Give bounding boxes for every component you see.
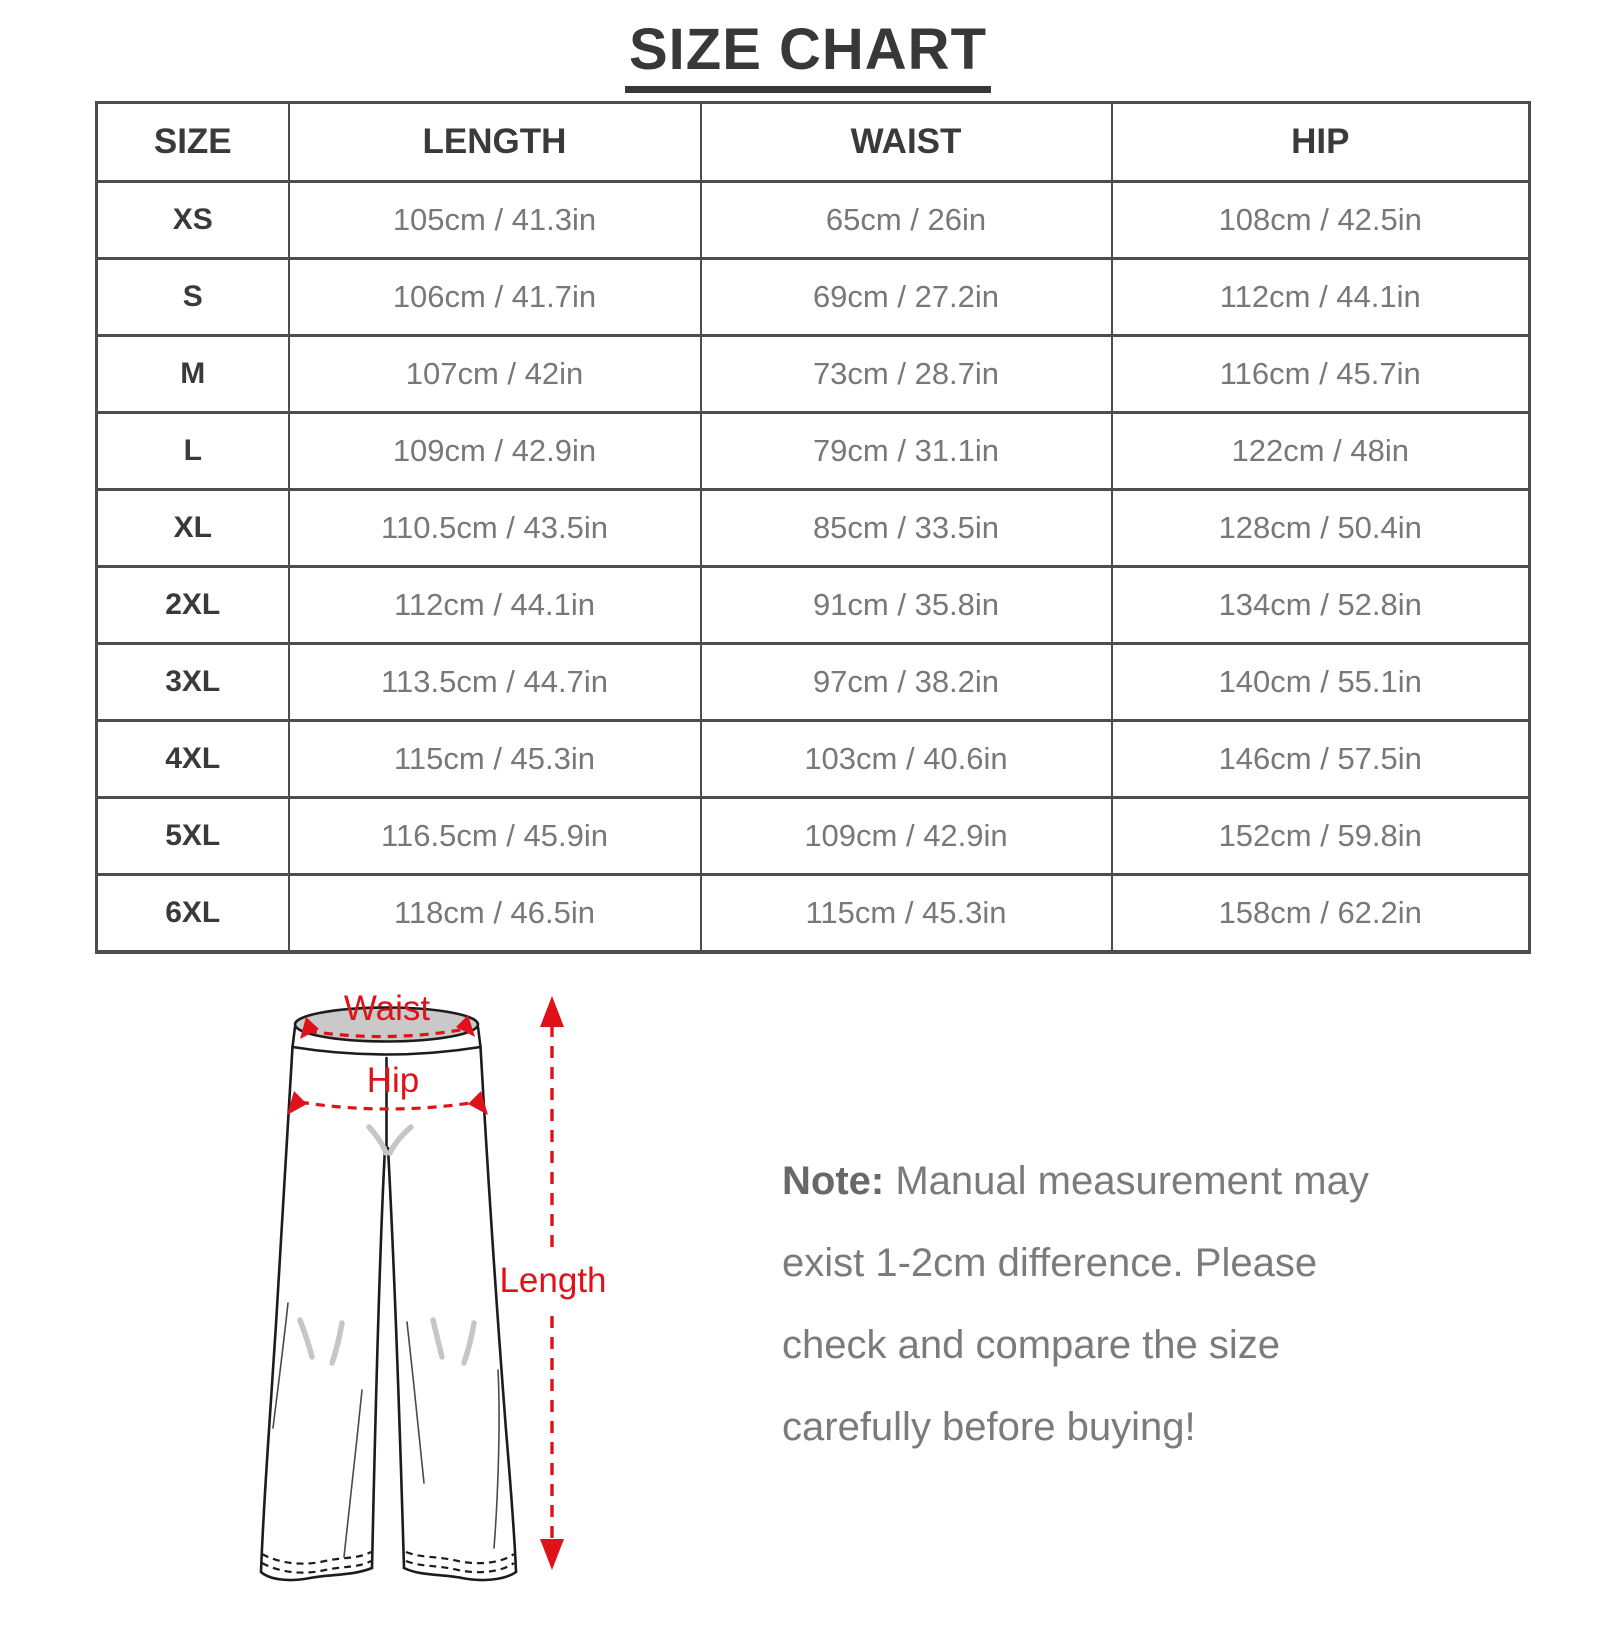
page-header: SIZE CHART xyxy=(0,18,1600,93)
size-chart-table: SIZE LENGTH WAIST HIP XS 105cm / 41.3in … xyxy=(95,101,1531,954)
table-row: 2XL 112cm / 44.1in 91cm / 35.8in 134cm /… xyxy=(95,565,1531,645)
size-cell: 3XL xyxy=(95,642,290,722)
note-text: Note: Manual measurement may exist 1-2cm… xyxy=(782,1140,1422,1468)
note-line-4: carefully before buying! xyxy=(782,1405,1196,1449)
size-cell: M xyxy=(95,334,290,414)
table-row: 3XL 113.5cm / 44.7in 97cm / 38.2in 140cm… xyxy=(95,642,1531,722)
size-cell: XL xyxy=(95,488,290,568)
hip-cell: 116cm / 45.7in xyxy=(1110,334,1531,414)
length-cell: 118cm / 46.5in xyxy=(287,873,702,954)
hip-cell: 122cm / 48in xyxy=(1110,411,1531,491)
note-line-1: Note: Manual measurement may xyxy=(782,1159,1369,1203)
table-row: S 106cm / 41.7in 69cm / 27.2in 112cm / 4… xyxy=(95,257,1531,337)
waist-cell: 85cm / 33.5in xyxy=(699,488,1113,568)
header-row: SIZE LENGTH WAIST HIP xyxy=(95,101,1531,183)
hip-arrowhead-left xyxy=(287,1091,307,1115)
table-row: L 109cm / 42.9in 79cm / 31.1in 122cm / 4… xyxy=(95,411,1531,491)
waist-cell: 79cm / 31.1in xyxy=(699,411,1113,491)
note-line-3: check and compare the size xyxy=(782,1323,1281,1367)
size-cell: 5XL xyxy=(95,796,290,876)
table-body: XS 105cm / 41.3in 65cm / 26in 108cm / 42… xyxy=(95,180,1531,954)
size-cell: 6XL xyxy=(95,873,290,954)
waist-cell: 91cm / 35.8in xyxy=(699,565,1113,645)
length-cell: 115cm / 45.3in xyxy=(287,719,702,799)
length-arrowhead-bottom xyxy=(540,1539,564,1570)
waist-cell: 115cm / 45.3in xyxy=(699,873,1113,954)
waist-cell: 97cm / 38.2in xyxy=(699,642,1113,722)
size-cell: S xyxy=(95,257,290,337)
table-row: 4XL 115cm / 45.3in 103cm / 40.6in 146cm … xyxy=(95,719,1531,799)
length-label: Length xyxy=(499,1261,606,1300)
column-header-hip: HIP xyxy=(1110,101,1531,183)
note-line-2: exist 1-2cm difference. Please xyxy=(782,1241,1318,1285)
hip-measure-arrow: Hip xyxy=(287,1061,488,1115)
length-arrowhead-top xyxy=(540,996,564,1027)
hem-stitching xyxy=(261,1551,372,1565)
note-prefix: Note: xyxy=(782,1159,885,1203)
size-cell: 2XL xyxy=(95,565,290,645)
waist-arrowhead-right xyxy=(456,1015,475,1037)
size-cell: XS xyxy=(95,180,290,260)
waist-label: Waist xyxy=(344,989,430,1028)
size-cell: 4XL xyxy=(95,719,290,799)
column-header-length: LENGTH xyxy=(287,101,702,183)
waistband-ellipse xyxy=(293,1006,480,1043)
waist-cell: 65cm / 26in xyxy=(699,180,1113,260)
waist-cell: 109cm / 42.9in xyxy=(699,796,1113,876)
length-measure-arrow: Length xyxy=(499,996,607,1570)
length-cell: 107cm / 42in xyxy=(287,334,702,414)
waist-measure-arrow: Waist xyxy=(300,989,475,1039)
length-cell: 113.5cm / 44.7in xyxy=(287,642,702,722)
hip-cell: 134cm / 52.8in xyxy=(1110,565,1531,645)
column-header-waist: WAIST xyxy=(699,101,1113,183)
hip-cell: 146cm / 57.5in xyxy=(1110,719,1531,799)
table-row: 5XL 116.5cm / 45.9in 109cm / 42.9in 152c… xyxy=(95,796,1531,876)
size-cell: L xyxy=(95,411,290,491)
length-cell: 116.5cm / 45.9in xyxy=(287,796,702,876)
length-cell: 105cm / 41.3in xyxy=(287,180,702,260)
waist-cell: 103cm / 40.6in xyxy=(699,719,1113,799)
pants-measurement-diagram: Waist Hip Length xyxy=(259,989,607,1582)
table-row: 6XL 118cm / 46.5in 115cm / 45.3in 158cm … xyxy=(95,873,1531,954)
page-title: SIZE CHART xyxy=(625,18,991,93)
hip-cell: 158cm / 62.2in xyxy=(1110,873,1531,954)
waist-cell: 73cm / 28.7in xyxy=(699,334,1113,414)
length-cell: 110.5cm / 43.5in xyxy=(287,488,702,568)
waist-cell: 69cm / 27.2in xyxy=(699,257,1113,337)
table-row: M 107cm / 42in 73cm / 28.7in 116cm / 45.… xyxy=(95,334,1531,414)
pants-outline-drawing xyxy=(259,1006,518,1582)
hip-cell: 108cm / 42.5in xyxy=(1110,180,1531,260)
hip-cell: 152cm / 59.8in xyxy=(1110,796,1531,876)
table-row: XL 110.5cm / 43.5in 85cm / 33.5in 128cm … xyxy=(95,488,1531,568)
table-row: XS 105cm / 41.3in 65cm / 26in 108cm / 42… xyxy=(95,180,1531,260)
column-header-size: SIZE xyxy=(95,101,290,183)
length-cell: 109cm / 42.9in xyxy=(287,411,702,491)
hip-arrowhead-right xyxy=(468,1091,488,1115)
length-cell: 106cm / 41.7in xyxy=(287,257,702,337)
hip-label: Hip xyxy=(367,1061,420,1100)
hip-cell: 140cm / 55.1in xyxy=(1110,642,1531,722)
waist-arrowhead-left xyxy=(300,1017,319,1039)
length-cell: 112cm / 44.1in xyxy=(287,565,702,645)
hip-cell: 128cm / 50.4in xyxy=(1110,488,1531,568)
hip-cell: 112cm / 44.1in xyxy=(1110,257,1531,337)
